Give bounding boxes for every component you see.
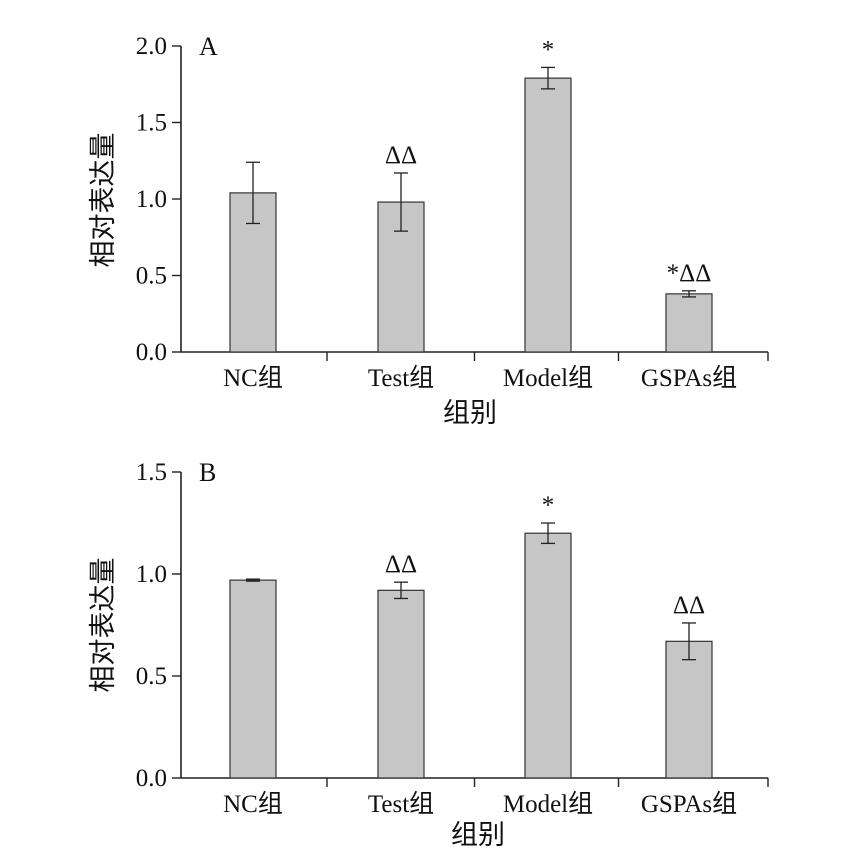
panel-b-significance-label: ΔΔ <box>385 551 417 578</box>
panel-a-y-tick-label: 1.5 <box>136 110 167 137</box>
panel-b-category-label: Test组 <box>368 790 434 818</box>
panel-b-y-tick-label: 0.5 <box>136 663 167 690</box>
panel-b-x-axis-title: 组别 <box>451 820 505 850</box>
panel-b-category-label: Model组 <box>503 790 593 818</box>
panel-a-y-tick-label: 2.0 <box>136 33 167 60</box>
panel-b-bar <box>377 589 425 779</box>
panel-a-bar <box>524 77 572 353</box>
panel-b-category-label: GSPAs组 <box>641 790 737 818</box>
panel-b-y-tick-label: 1.0 <box>136 561 167 588</box>
panel-a-y-tick-label: 0.0 <box>136 339 167 366</box>
panel-b-category-label: NC组 <box>223 790 283 818</box>
panel-b-significance-label: * <box>542 492 555 519</box>
panel-a-x-axis-title: 组别 <box>443 398 497 428</box>
panel-a-y-tick-label: 1.0 <box>136 186 167 213</box>
panel-a-category-label: GSPAs组 <box>641 364 737 392</box>
panel-b-significance-label: ΔΔ <box>673 592 705 619</box>
panel-a-significance-label: * <box>542 36 555 63</box>
panel-a-category-label: Model组 <box>503 364 593 392</box>
panel-b-bar <box>229 579 277 779</box>
panel-b-y-tick-label: 0.0 <box>136 765 167 792</box>
panel-b-panel-label: B <box>199 458 216 487</box>
panel-a-panel-label: A <box>199 32 218 61</box>
panel-b-y-axis-title: 相对表达量 <box>88 558 118 693</box>
panel-b-y-tick-label: 1.5 <box>136 459 167 486</box>
panel-a-y-axis-title: 相对表达量 <box>88 133 118 268</box>
panel-a-category-label: NC组 <box>223 364 283 392</box>
panel-a-y-tick-label: 0.5 <box>136 263 167 290</box>
panel-b-bar <box>665 640 713 779</box>
panel-a-category-label: Test组 <box>368 364 434 392</box>
panel-a-significance-label: *ΔΔ <box>667 260 712 287</box>
panel-a-significance-label: ΔΔ <box>385 142 417 169</box>
panel-a-bar <box>665 293 713 353</box>
panel-b-bar <box>524 532 572 779</box>
